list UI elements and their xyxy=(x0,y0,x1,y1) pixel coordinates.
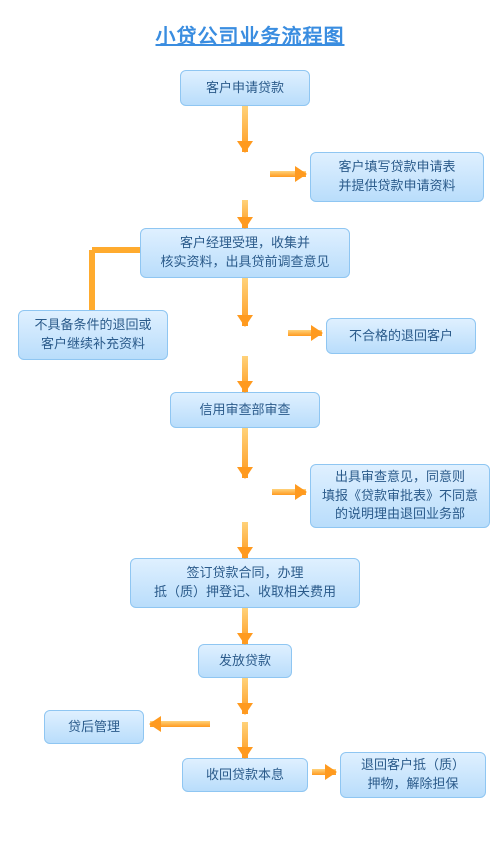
arrow-h5 xyxy=(272,489,306,495)
side-note-fill-form: 客户填写贷款申请表 并提供贷款申请资料 xyxy=(310,152,484,202)
node-disburse: 发放贷款 xyxy=(198,644,292,678)
node-repay: 收回贷款本息 xyxy=(182,758,308,792)
arrow-h9 xyxy=(312,769,336,775)
arrow-v7 xyxy=(242,608,248,644)
arrow-v5 xyxy=(242,428,248,478)
arrow-v4 xyxy=(242,356,248,392)
arrow-v1 xyxy=(242,106,248,152)
lconn-h xyxy=(92,247,140,253)
page-title: 小贷公司业务流程图 xyxy=(0,20,500,49)
arrow-v9 xyxy=(242,722,248,758)
side-note-return-right: 不合格的退回客户 xyxy=(326,318,476,354)
arrow-h8 xyxy=(150,721,210,727)
arrow-v3 xyxy=(242,278,248,326)
arrow-v2 xyxy=(242,200,248,228)
arrow-h1 xyxy=(270,171,306,177)
arrow-v6 xyxy=(242,522,248,558)
side-note-release: 退回客户抵（质） 押物，解除担保 xyxy=(340,752,486,798)
side-note-return-left: 不具备条件的退回或 客户继续补充资料 xyxy=(18,310,168,360)
side-note-review-result: 出具审查意见，同意则 填报《贷款审批表》不同意 的说明理由退回业务部 xyxy=(310,464,490,528)
arrow-v8 xyxy=(242,678,248,714)
arrow-h3r xyxy=(288,330,322,336)
node-apply: 客户申请贷款 xyxy=(180,70,310,106)
lconn-v xyxy=(89,250,95,310)
node-credit-review: 信用审查部审查 xyxy=(170,392,320,428)
node-sign-contract: 签订贷款合同，办理 抵（质）押登记、收取相关费用 xyxy=(130,558,360,608)
node-manager-accept: 客户经理受理，收集并 核实资料，出具贷前调查意见 xyxy=(140,228,350,278)
side-note-post-loan: 贷后管理 xyxy=(44,710,144,744)
